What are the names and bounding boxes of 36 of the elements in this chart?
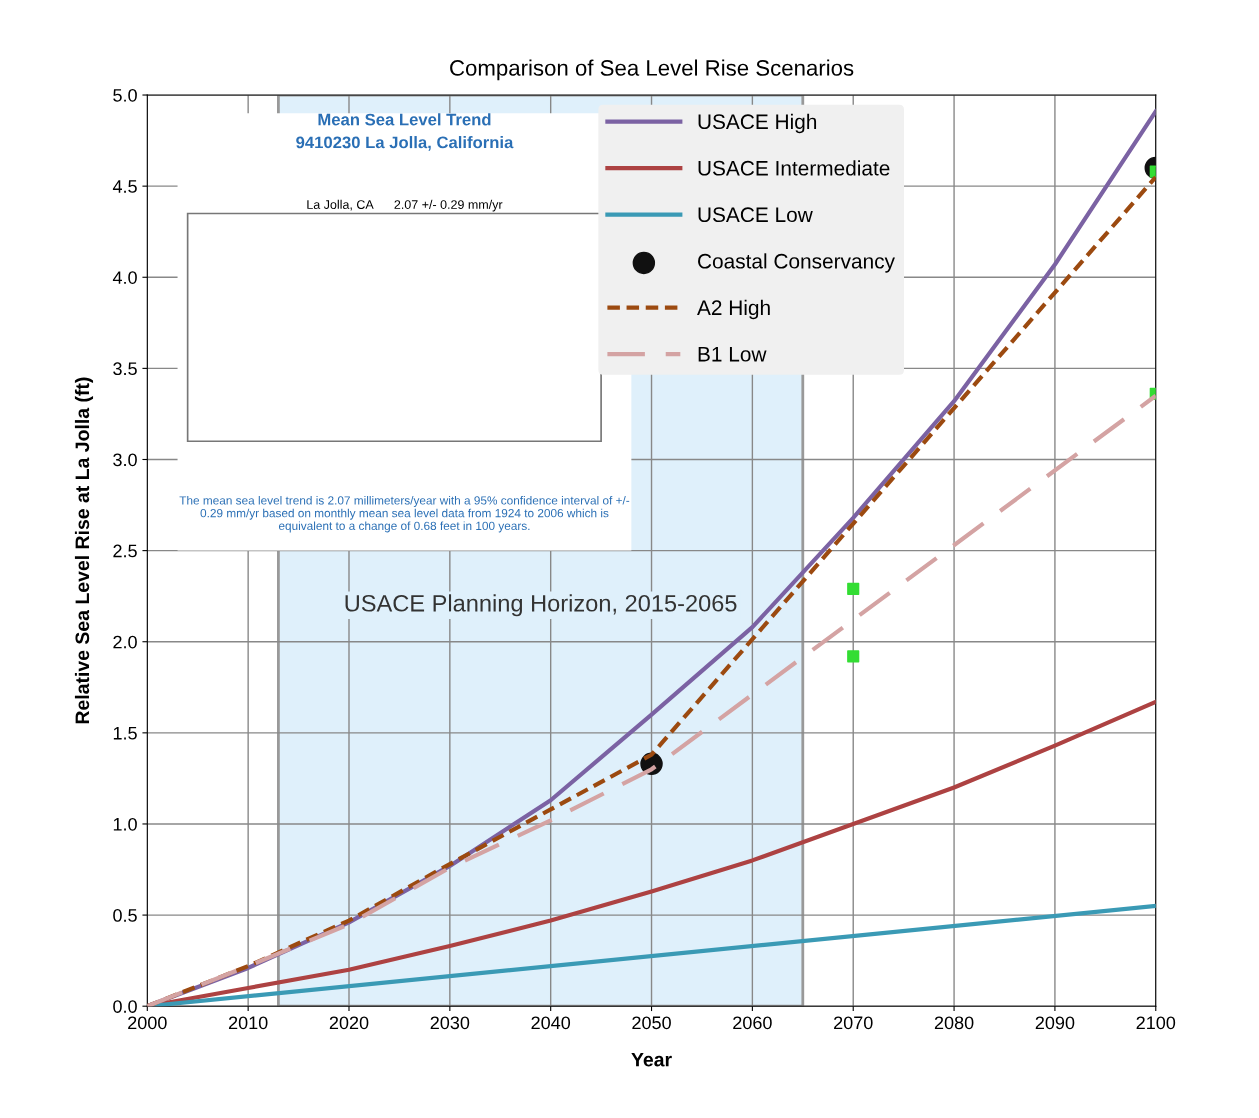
x-tick-label: 2070 — [834, 1016, 873, 1030]
legend-label: USACE High — [698, 113, 817, 134]
chart-title: Comparison of Sea Level Rise Scenarios — [450, 59, 854, 81]
x-tick-label: 2030 — [430, 1016, 470, 1030]
x-tick-label: 2060 — [733, 1016, 772, 1030]
x-tick-label: 2090 — [1035, 1016, 1075, 1030]
x-tick-label: 2040 — [531, 1016, 571, 1030]
x-tick-label: 2010 — [228, 1016, 268, 1030]
x-tick-label: 2050 — [632, 1016, 671, 1030]
legend-label: A2 High — [697, 299, 770, 320]
x-tick-label: 2020 — [329, 1016, 369, 1030]
y-tick-label: 3.5 — [113, 362, 137, 376]
legend-label: B1 Low — [698, 347, 767, 362]
y-tick-label: 2.0 — [113, 635, 137, 649]
y-tick-label: 1.5 — [113, 726, 137, 740]
y-tick-label: 3.0 — [113, 453, 137, 467]
y-tick-label: 4.5 — [112, 180, 137, 193]
y-tick-label: 5.0 — [113, 88, 137, 102]
x-axis-title: Year — [631, 1052, 672, 1067]
y-tick-label: 1.0 — [113, 817, 137, 831]
y-tick-label: 0.5 — [113, 909, 137, 922]
x-tick-label: 2100 — [1136, 1016, 1176, 1030]
y-tick-label: 0.0 — [113, 1000, 137, 1013]
annotation: The mean sea level trend is 2.07 millimeters/year with a 95% confidence interval of +/- 0.29 mm/yr based on monthly mean sea level data from 1924 to 2006 which is equivalent to a change of 0.68 feet in 100 years. — [179, 495, 630, 533]
y-axis-title: Relative Sea Level Rise at La Jolla (ft) — [74, 377, 94, 724]
annotation: La Jolla, CA 2.07 +/- 0.29 mm/yr — [307, 199, 503, 212]
y-tick-label: 2.5 — [113, 544, 137, 558]
legend-label: Coastal Conservancy — [698, 253, 895, 273]
band-label: USACE Planning Horizon, 2015-2065 — [345, 594, 737, 617]
legend-label: USACE Low — [698, 207, 813, 223]
annotation: 9410230 La Jolla, California — [296, 136, 514, 151]
legend-label: USACE Intermediate — [698, 160, 890, 176]
x-tick-label: 2000 — [128, 1016, 167, 1030]
x-tick-label: 2080 — [934, 1016, 974, 1030]
annotation: Mean Sea Level Trend — [318, 113, 491, 126]
y-tick-label: 4.0 — [112, 271, 137, 284]
